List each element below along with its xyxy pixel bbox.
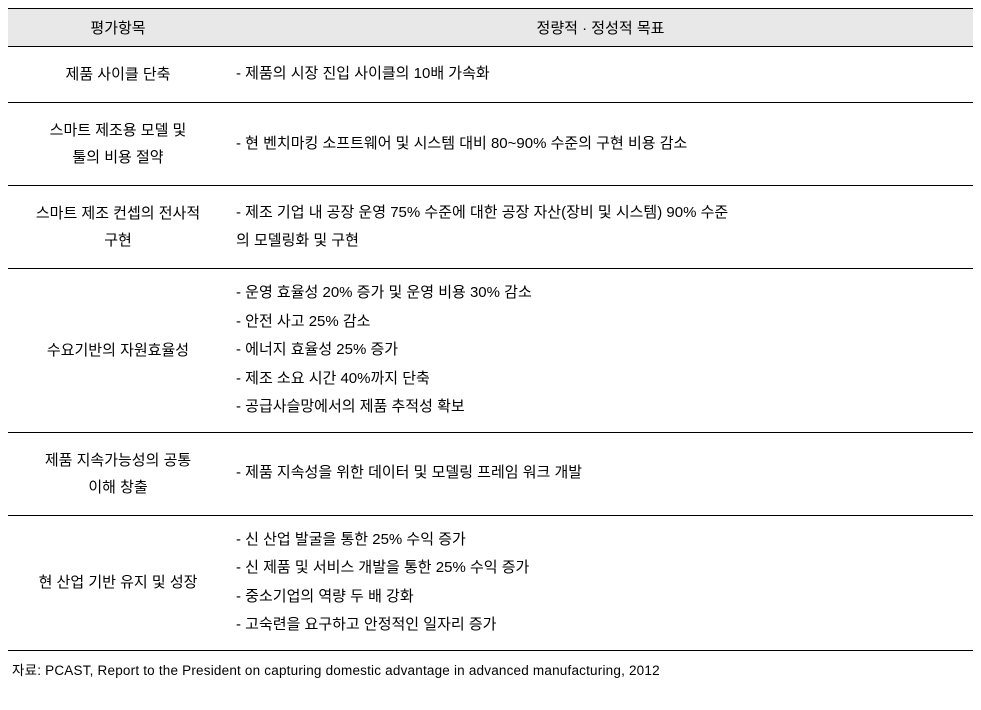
bullet-item: - 현 벤치마킹 소프트웨어 및 시스템 대비 80~90% 수준의 구현 비용… <box>236 130 965 159</box>
bullet-item: - 제조 소요 시간 40%까지 단축 <box>236 365 965 394</box>
table-row: 스마트 제조 컨셉의 전사적구현 - 제조 기업 내 공장 운영 75% 수준에 … <box>8 186 973 269</box>
row-content: - 제품의 시장 진입 사이클의 10배 가속화 <box>228 47 973 103</box>
row-label: 스마트 제조용 모델 및툴의 비용 절약 <box>8 103 228 186</box>
bullet-item: - 제품 지속성을 위한 데이터 및 모델링 프레임 워크 개발 <box>236 459 965 488</box>
table-row: 스마트 제조용 모델 및툴의 비용 절약 - 현 벤치마킹 소프트웨어 및 시스템… <box>8 103 973 186</box>
table-body: 제품 사이클 단축 - 제품의 시장 진입 사이클의 10배 가속화스마트 제조용… <box>8 47 973 651</box>
row-label: 현 산업 기반 유지 및 성장 <box>8 515 228 650</box>
bullet-item: 의 모델링화 및 구현 <box>236 227 965 256</box>
evaluation-table: 평가항목 정량적 · 정성적 목표 제품 사이클 단축 - 제품의 시장 진입 사… <box>8 8 973 651</box>
bullet-item: - 공급사슬망에서의 제품 추적성 확보 <box>236 393 965 422</box>
table-row: 제품 지속가능성의 공통이해 창출 - 제품 지속성을 위한 데이터 및 모델링 … <box>8 432 973 515</box>
row-label: 수요기반의 자원효율성 <box>8 269 228 433</box>
bullet-item: - 운영 효율성 20% 증가 및 운영 비용 30% 감소 <box>236 279 965 308</box>
table-header-row: 평가항목 정량적 · 정성적 목표 <box>8 9 973 47</box>
row-label: 스마트 제조 컨셉의 전사적구현 <box>8 186 228 269</box>
bullet-item: - 제품의 시장 진입 사이클의 10배 가속화 <box>236 60 965 89</box>
bullet-item: - 제조 기업 내 공장 운영 75% 수준에 대한 공장 자산(장비 및 시스… <box>236 199 965 228</box>
bullet-item: - 신 산업 발굴을 통한 25% 수익 증가 <box>236 526 965 555</box>
table-row: 수요기반의 자원효율성- 운영 효율성 20% 증가 및 운영 비용 30% 감… <box>8 269 973 433</box>
table-row: 제품 사이클 단축 - 제품의 시장 진입 사이클의 10배 가속화 <box>8 47 973 103</box>
bullet-item: - 에너지 효율성 25% 증가 <box>236 336 965 365</box>
row-content: - 제품 지속성을 위한 데이터 및 모델링 프레임 워크 개발 <box>228 432 973 515</box>
row-content: - 운영 효율성 20% 증가 및 운영 비용 30% 감소- 안전 사고 25… <box>228 269 973 433</box>
row-content: - 현 벤치마킹 소프트웨어 및 시스템 대비 80~90% 수준의 구현 비용… <box>228 103 973 186</box>
bullet-item: - 신 제품 및 서비스 개발을 통한 25% 수익 증가 <box>236 554 965 583</box>
row-content: - 신 산업 발굴을 통한 25% 수익 증가- 신 제품 및 서비스 개발을 … <box>228 515 973 650</box>
header-col-1: 평가항목 <box>8 9 228 47</box>
header-col-2: 정량적 · 정성적 목표 <box>228 9 973 47</box>
bullet-item: - 중소기업의 역량 두 배 강화 <box>236 583 965 612</box>
row-label: 제품 사이클 단축 <box>8 47 228 103</box>
row-content: - 제조 기업 내 공장 운영 75% 수준에 대한 공장 자산(장비 및 시스… <box>228 186 973 269</box>
bullet-item: - 안전 사고 25% 감소 <box>236 308 965 337</box>
bullet-item: - 고숙련을 요구하고 안정적인 일자리 증가 <box>236 611 965 640</box>
table-row: 현 산업 기반 유지 및 성장- 신 산업 발굴을 통한 25% 수익 증가- … <box>8 515 973 650</box>
source-citation: 자료: PCAST, Report to the President on ca… <box>8 651 973 679</box>
row-label: 제품 지속가능성의 공통이해 창출 <box>8 432 228 515</box>
